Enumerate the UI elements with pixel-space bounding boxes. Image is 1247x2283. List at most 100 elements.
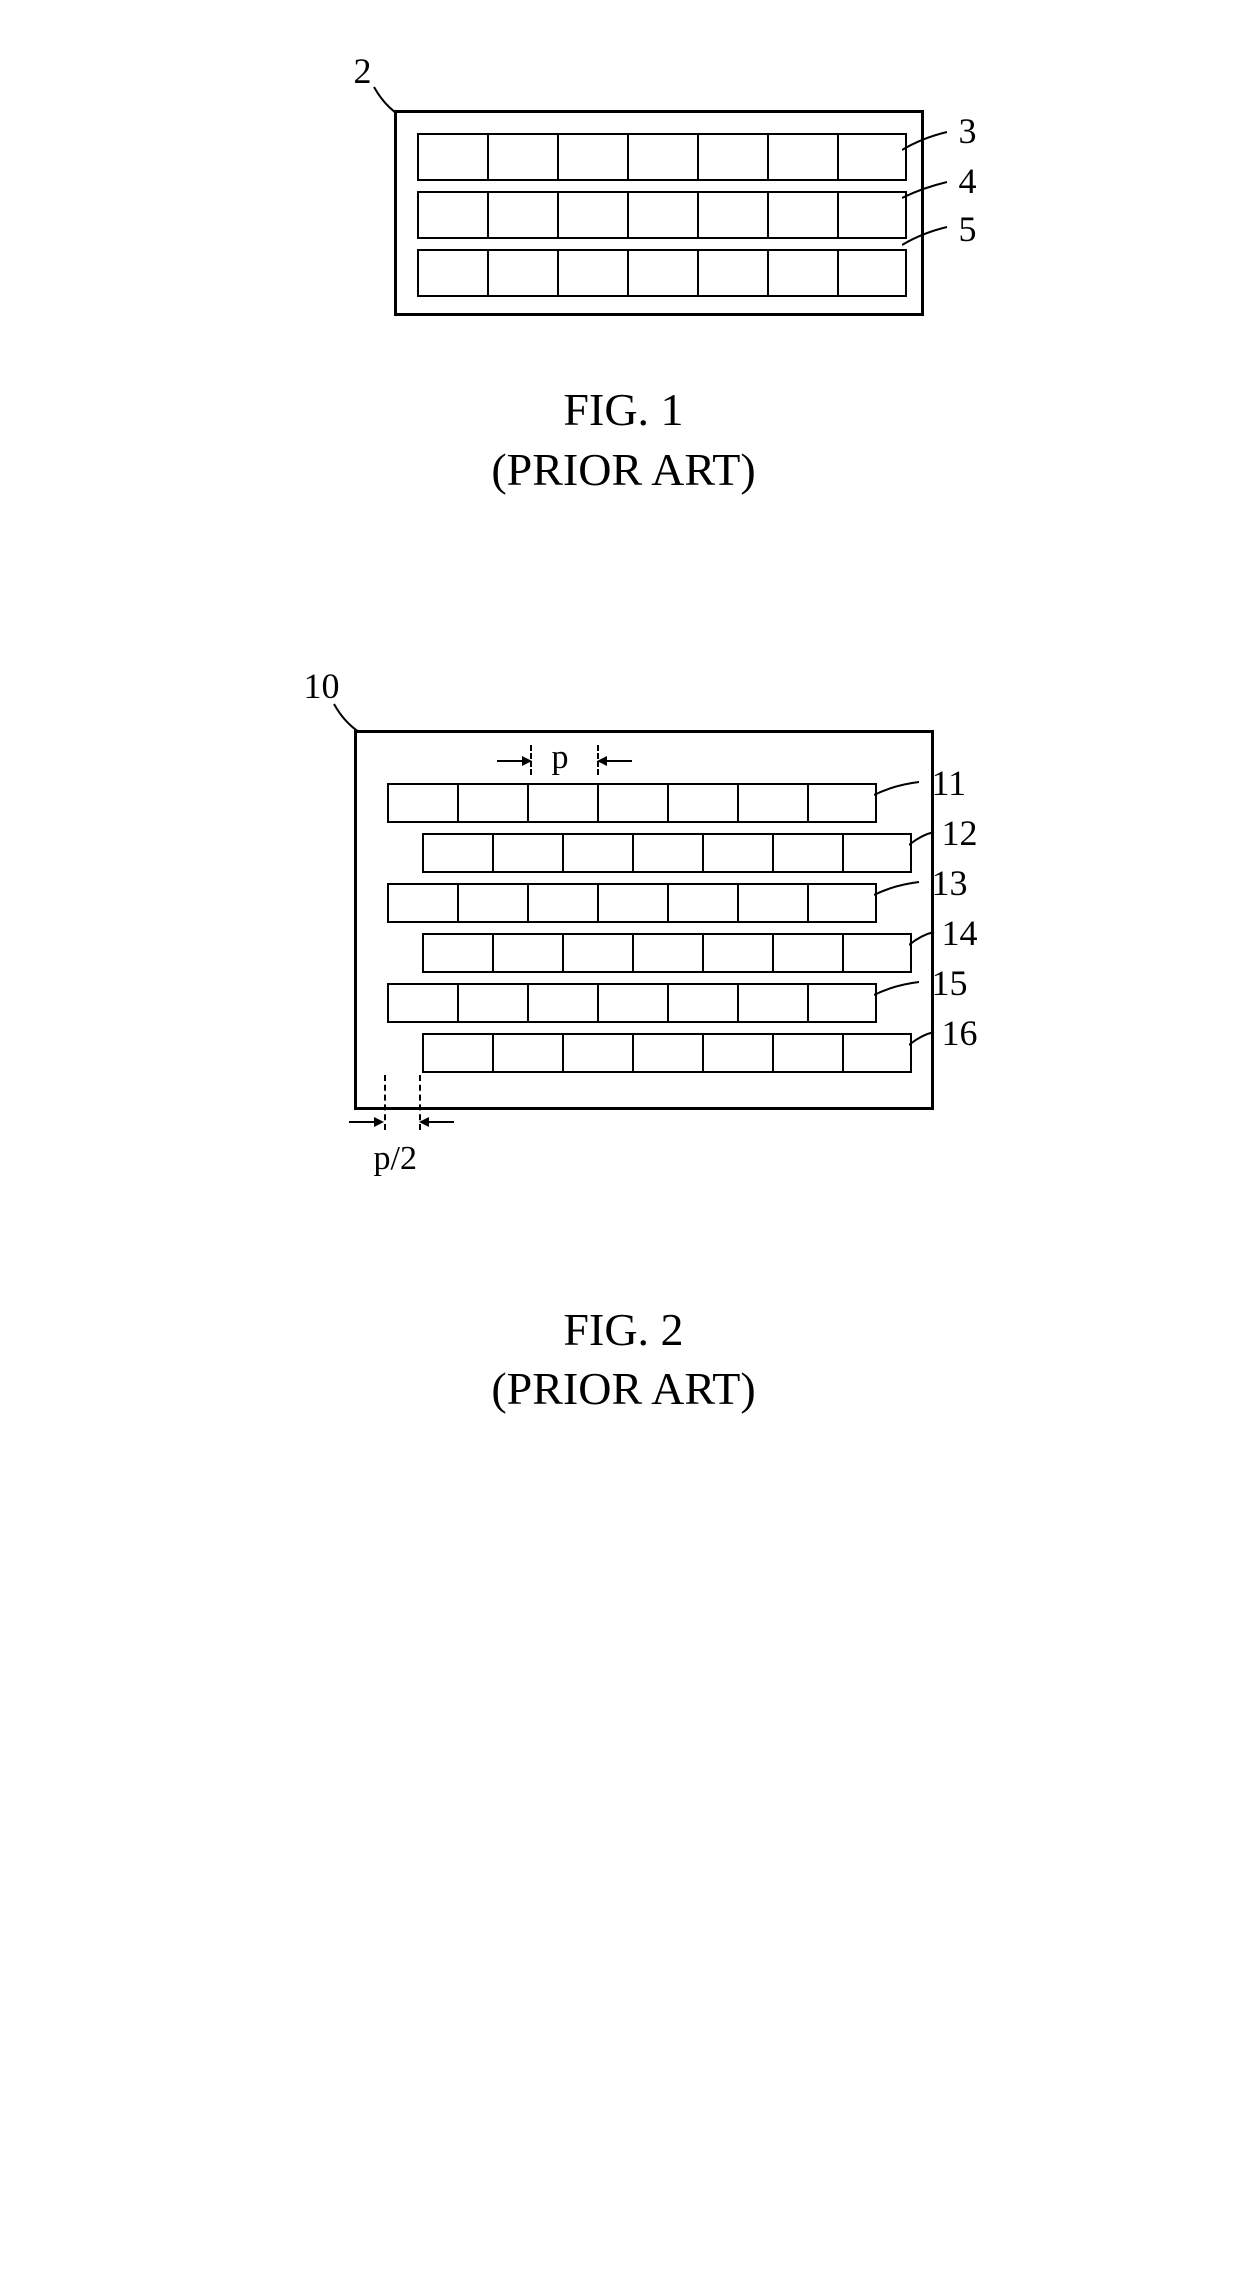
- label-text: 15: [932, 963, 968, 1003]
- fig2-outer-box: p: [354, 730, 934, 1110]
- figure-1: 2: [0, 60, 1247, 500]
- cell: [597, 983, 667, 1023]
- fig2-half-pitch-label: p/2: [374, 1140, 417, 1178]
- cell: [422, 833, 492, 873]
- cell: [737, 783, 807, 823]
- cell: [387, 983, 457, 1023]
- fig2-label-15: 15: [932, 962, 968, 1004]
- fig2-half-arrow-right: [419, 1112, 454, 1132]
- label-text: p/2: [374, 1140, 417, 1177]
- fig2-half-dash-left: [384, 1075, 386, 1130]
- fig2-row-6: [422, 1033, 912, 1073]
- fig2-label-13: 13: [932, 862, 968, 904]
- cell: [767, 133, 837, 181]
- cell: [767, 249, 837, 297]
- label-text: 14: [942, 913, 978, 953]
- cell: [597, 783, 667, 823]
- cell: [667, 983, 737, 1023]
- cell: [527, 883, 597, 923]
- fig2-row-3: [387, 883, 877, 923]
- cell: [562, 933, 632, 973]
- cell: [632, 833, 702, 873]
- cell: [597, 883, 667, 923]
- cell: [487, 249, 557, 297]
- fig2-pitch-label: p: [552, 739, 569, 777]
- fig1-label-5: 5: [959, 208, 977, 250]
- cell: [557, 133, 627, 181]
- label-text: 3: [959, 111, 977, 151]
- cell: [767, 191, 837, 239]
- caption-line2: (PRIOR ART): [491, 440, 755, 500]
- fig2-label-11: 11: [932, 762, 967, 804]
- cell: [487, 191, 557, 239]
- fig1-outer-box: [394, 110, 924, 316]
- fig1-caption: FIG. 1 (PRIOR ART): [491, 380, 755, 500]
- cell: [667, 783, 737, 823]
- caption-line1: FIG. 2: [491, 1300, 755, 1360]
- fig2-label-12: 12: [942, 812, 978, 854]
- cell: [527, 983, 597, 1023]
- cell: [667, 883, 737, 923]
- fig1-leader-4: [902, 180, 957, 200]
- label-text: 11: [932, 763, 967, 803]
- fig1-row-3: [417, 249, 907, 297]
- cell: [627, 133, 697, 181]
- cell: [417, 191, 487, 239]
- cell: [697, 249, 767, 297]
- cell: [632, 1033, 702, 1073]
- cell: [702, 833, 772, 873]
- cell: [487, 133, 557, 181]
- cell: [702, 1033, 772, 1073]
- fig1-leader-3: [902, 130, 957, 155]
- caption-line1: FIG. 1: [491, 380, 755, 440]
- cell: [772, 933, 842, 973]
- label-text: 10: [304, 666, 340, 706]
- label-text: 4: [959, 161, 977, 201]
- cell: [627, 191, 697, 239]
- fig1-diagram: 2: [274, 60, 974, 340]
- fig2-pitch-arrow-left: [497, 751, 532, 771]
- cell: [772, 833, 842, 873]
- cell: [627, 249, 697, 297]
- cell: [492, 1033, 562, 1073]
- cell: [632, 933, 702, 973]
- cell: [422, 1033, 492, 1073]
- fig2-half-arrow-left: [349, 1112, 384, 1132]
- fig2-leader-11: [874, 780, 929, 800]
- fig1-leader-5: [902, 225, 957, 250]
- cell: [807, 783, 877, 823]
- cell: [557, 249, 627, 297]
- fig2-row-2: [422, 833, 912, 873]
- fig1-label-3: 3: [959, 110, 977, 152]
- cell: [772, 1033, 842, 1073]
- fig2-leader-12: [909, 830, 939, 850]
- cell: [457, 983, 527, 1023]
- cell: [457, 883, 527, 923]
- fig2-leader-13: [874, 880, 929, 900]
- label-text: p: [552, 739, 569, 776]
- label-text: 16: [942, 1013, 978, 1053]
- cell: [387, 883, 457, 923]
- fig2-leader-16: [909, 1030, 939, 1050]
- cell: [562, 1033, 632, 1073]
- fig2-diagram: 10 p: [234, 680, 1014, 1200]
- fig2-label-14: 14: [942, 912, 978, 954]
- fig1-row-1: [417, 133, 907, 181]
- cell: [837, 249, 907, 297]
- cell: [697, 133, 767, 181]
- cell: [702, 933, 772, 973]
- cell: [837, 191, 907, 239]
- fig2-leader-14: [909, 930, 939, 950]
- fig2-outer-label: 10: [304, 665, 340, 707]
- fig1-row-2: [417, 191, 907, 239]
- fig2-pitch-dash-left: [530, 745, 532, 775]
- cell: [417, 133, 487, 181]
- cell: [807, 983, 877, 1023]
- fig2-row-4: [422, 933, 912, 973]
- figure-2: 10 p: [0, 680, 1247, 1420]
- fig2-leader-15: [874, 980, 929, 1000]
- fig2-pitch-arrow-right: [597, 751, 632, 771]
- fig1-label-4: 4: [959, 160, 977, 202]
- cell: [492, 833, 562, 873]
- fig2-caption: FIG. 2 (PRIOR ART): [491, 1300, 755, 1420]
